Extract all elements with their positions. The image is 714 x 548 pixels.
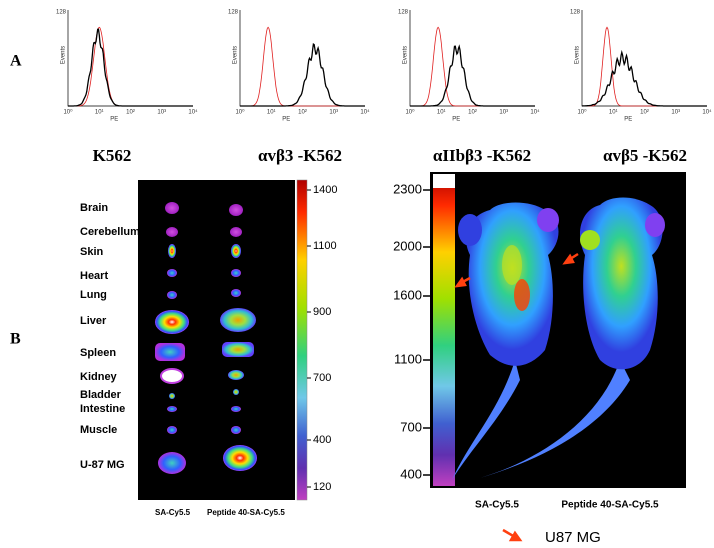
scale-label: 2300	[393, 181, 422, 196]
scale-label: 900	[313, 306, 331, 318]
organ-label: Brain	[80, 202, 108, 214]
x-tick-label: 10⁰	[405, 109, 415, 116]
sample-curve	[581, 49, 707, 107]
x-axis-label: PE	[624, 117, 632, 123]
y-max-label: 128	[398, 10, 409, 16]
scale-label: 400	[313, 434, 331, 446]
control-curve	[410, 26, 535, 107]
color-bar-top	[433, 174, 455, 188]
x-tick-label: 10⁴	[530, 109, 540, 116]
caption: Peptide 40-SA-Cy5.5	[207, 508, 285, 517]
x-tick-label: 10¹	[437, 110, 446, 116]
sample-curve	[68, 28, 193, 107]
x-tick-label: 10⁰	[577, 109, 587, 116]
scale-label: 1100	[313, 240, 337, 252]
color-bar	[296, 179, 308, 501]
x-tick-label: 10³	[499, 110, 508, 116]
organ-label: Liver	[80, 315, 107, 327]
sample-curve	[410, 44, 535, 107]
y-max-label: 128	[228, 10, 239, 16]
x-tick-label: 10¹	[267, 110, 276, 116]
x-axis-label: PE	[452, 117, 460, 123]
organ-image	[138, 180, 295, 500]
color-bar	[433, 174, 455, 486]
organ-signals	[155, 202, 257, 474]
organ-label: Kidney	[80, 371, 118, 383]
x-tick-label: 10³	[671, 110, 680, 116]
scale-label: 1400	[313, 184, 337, 196]
y-axis-label: Events	[403, 46, 409, 64]
flow-histograms: 128 Events PE 10⁰ 10¹ 10² 10³ 10⁴ K562 128 Events P…	[56, 10, 712, 165]
mouse-labels: 2300 2000 1600 1100 700 400 SA-Cy5.5 Peptide 40…	[393, 181, 659, 546]
x-tick-label: 10²	[126, 110, 135, 116]
x-tick-label: 10¹	[95, 110, 104, 116]
x-tick-label: 10⁴	[360, 109, 370, 116]
x-tick-label: 10²	[640, 110, 649, 116]
scale-label: 1100	[394, 351, 422, 366]
scale-label: 1600	[393, 287, 422, 302]
organ-label: U-87 MG	[80, 459, 125, 471]
panel-label: B	[10, 331, 21, 348]
organ-labels: Brain Cerebellum Skin Heart Lung Liver Spleen K…	[80, 184, 337, 517]
organ-label: Bladder	[80, 389, 122, 401]
organ-label: Heart	[80, 270, 108, 282]
y-axis-label: Events	[233, 46, 239, 64]
arrows	[454, 252, 579, 542]
x-tick-label: 10²	[298, 110, 307, 116]
caption: SA-Cy5.5	[475, 500, 519, 511]
y-max-label: 128	[56, 10, 67, 16]
mice	[452, 197, 665, 480]
scale-label: 400	[400, 466, 422, 481]
x-tick-label: 10³	[329, 110, 338, 116]
sample-curve	[240, 43, 365, 107]
organ-label: Cerebellum	[80, 226, 140, 238]
scale-label: 120	[313, 481, 331, 493]
control-curve	[582, 26, 707, 107]
control-curve	[240, 26, 365, 107]
scale-label: 2000	[393, 238, 422, 253]
histogram-title: αIIbβ3 -K562	[433, 146, 531, 165]
organ-label: Intestine	[80, 403, 125, 415]
legend-label: U87 MG	[545, 529, 601, 546]
axis	[409, 10, 535, 107]
y-axis-label: Events	[575, 46, 581, 64]
x-tick-label: 10¹	[609, 110, 618, 116]
histogram-title: K562	[93, 146, 132, 165]
x-tick-label: 10⁴	[188, 109, 198, 116]
y-axis-label: Events	[61, 46, 67, 64]
scale-label: 700	[400, 419, 422, 434]
organ-label: Lung	[80, 289, 107, 301]
x-tick-label: 10⁰	[235, 109, 245, 116]
histogram-title: αvβ5 -K562	[603, 146, 687, 165]
histogram-title: αvβ3 -K562	[258, 146, 342, 165]
panel-label: A	[10, 53, 22, 70]
scale-label: 700	[313, 372, 331, 384]
x-tick-label: 10²	[468, 110, 477, 116]
x-tick-label: 10³	[157, 110, 166, 116]
x-tick-label: 10⁴	[702, 109, 712, 116]
x-axis-label: PE	[282, 117, 290, 123]
axis	[581, 10, 707, 107]
organ-label: Muscle	[80, 424, 117, 436]
organ-label: Skin	[80, 246, 104, 258]
y-max-label: 128	[570, 10, 581, 16]
x-tick-label: 10⁰	[63, 109, 73, 116]
organ-label: Spleen	[80, 347, 116, 359]
caption: SA-Cy5.5	[155, 508, 191, 517]
x-axis-label: PE	[110, 117, 118, 123]
caption: Peptide 40-SA-Cy5.5	[561, 500, 659, 511]
